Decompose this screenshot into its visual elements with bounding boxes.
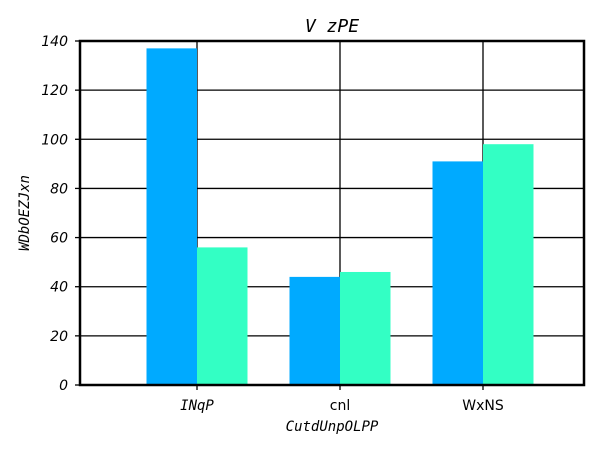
y-tick-label: 80	[50, 181, 68, 197]
bar-series1-INqP	[146, 48, 197, 385]
y-tick-label: 20	[50, 329, 68, 345]
x-tick-label: INqP	[180, 398, 214, 414]
bar-series2-WxNS	[483, 144, 534, 385]
bar-series1-cnl	[289, 276, 340, 385]
x-tick-label: cnl	[330, 398, 350, 414]
x-axis-ticks: INqP cnl WxNS	[180, 385, 504, 414]
bars	[146, 48, 534, 385]
plot-frame	[78, 39, 586, 387]
y-axis-ticks: 0 20 40 60 80 100 120 140	[41, 34, 80, 394]
y-axis-label: WDbOEZJxn	[17, 175, 33, 251]
y-tick-label: 120	[41, 83, 68, 99]
chart-title: V zPE	[305, 16, 359, 37]
y-tick-label: 40	[50, 280, 68, 296]
x-tick-label: WxNS	[462, 398, 504, 414]
y-tick-label: 60	[50, 231, 68, 247]
bar-series2-cnl	[340, 271, 391, 385]
bar-series1-WxNS	[432, 161, 483, 385]
y-tick-label: 100	[41, 132, 68, 148]
x-axis-label: CutdUnpOLPP	[286, 419, 379, 435]
bar-series2-INqP	[197, 247, 248, 385]
y-tick-label: 140	[41, 34, 68, 50]
y-tick-label: 0	[59, 378, 68, 394]
